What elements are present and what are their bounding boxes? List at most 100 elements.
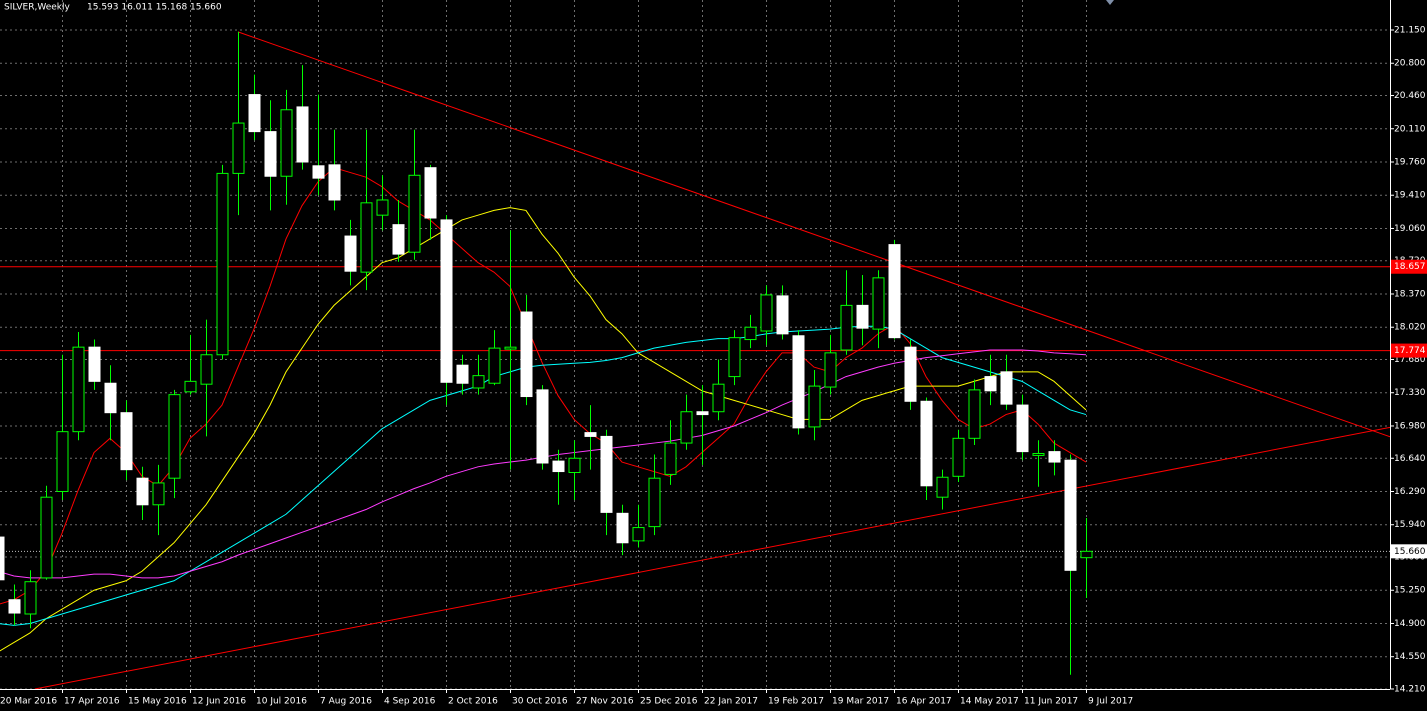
x-tick-label: 14 May 2017: [960, 697, 1019, 707]
x-tick-label: 4 Sep 2016: [384, 697, 436, 707]
candle-body: [1080, 550, 1093, 559]
candle-body: [872, 277, 885, 330]
axis-labels: 14.21014.55014.90015.25015.60015.94016.2…: [0, 26, 1427, 707]
trendline: [237, 31, 1390, 438]
y-tick-label: 16.640: [1394, 454, 1426, 464]
y-tick-label: 17.680: [1394, 355, 1426, 365]
candle-body: [888, 244, 901, 339]
candle-body: [456, 364, 469, 384]
y-tick-label: 19.760: [1394, 157, 1426, 167]
plot-area: [0, 31, 1390, 689]
y-tick-label: 19.410: [1394, 191, 1426, 201]
candle-body: [168, 394, 181, 479]
x-tick-label: 9 Jul 2017: [1088, 697, 1133, 707]
candle-body: [632, 527, 645, 542]
candle-body: [392, 224, 405, 255]
candle-body: [216, 172, 229, 356]
moving-average: [0, 325, 1087, 626]
candle-body: [248, 94, 261, 133]
candle-body: [264, 131, 277, 177]
x-tick-label: 17 Apr 2016: [64, 697, 120, 707]
x-tick-label: 25 Dec 2016: [640, 697, 698, 707]
y-tick-label: 21.150: [1394, 26, 1426, 36]
y-tick-label: 20.800: [1394, 59, 1426, 69]
candle-body: [360, 202, 373, 273]
candle-body: [232, 122, 245, 174]
candle-body: [728, 337, 741, 378]
y-tick-label: 16.290: [1394, 487, 1426, 497]
candle-body: [56, 431, 69, 492]
candle-body: [1064, 459, 1077, 571]
x-tick-label: 15 May 2016: [128, 697, 187, 707]
candle-body: [424, 167, 437, 219]
candle-body: [840, 304, 853, 351]
candle-body: [504, 346, 517, 350]
y-tick-label: 20.460: [1394, 91, 1426, 101]
candle-body: [376, 199, 389, 216]
level-label-box: [1391, 259, 1427, 274]
ohlc-text: 15.593 16.011 15.168 15.660: [87, 3, 222, 13]
candle-body: [968, 389, 981, 439]
candle-body: [152, 482, 165, 506]
candle-body: [328, 164, 341, 201]
y-tick-label: 18.020: [1394, 323, 1426, 333]
x-tick-label: 16 Apr 2017: [896, 697, 952, 707]
x-tick-label: 20 Mar 2016: [0, 697, 57, 707]
candle-body: [24, 581, 37, 615]
candle-body: [312, 165, 325, 179]
level-label: 17.774: [1394, 346, 1426, 356]
candle-body: [296, 106, 309, 163]
price-label-box: [1391, 544, 1427, 559]
candle-body: [664, 442, 677, 475]
y-tick-label: 18.370: [1394, 289, 1426, 299]
candle-body: [696, 411, 709, 416]
x-tick-label: 19 Feb 2017: [768, 697, 824, 707]
chart-title: SILVER,Weekly: [4, 3, 71, 13]
candle-body: [408, 174, 421, 253]
candle-body: [856, 304, 869, 329]
level-label-box: [1391, 343, 1427, 358]
candle-body: [648, 477, 661, 528]
candle-body: [40, 496, 53, 579]
candle-body: [776, 295, 789, 335]
candle-body: [600, 435, 613, 513]
candle-body: [536, 389, 549, 464]
candle-body: [824, 352, 837, 388]
trendline: [34, 426, 1390, 689]
candle-body: [680, 411, 693, 444]
x-tick-label: 7 Aug 2016: [320, 697, 372, 707]
candle-body: [520, 311, 533, 398]
price-label: 15.660: [1394, 547, 1426, 557]
candle-body: [792, 335, 805, 429]
candle-body: [1000, 371, 1013, 405]
x-tick-label: 19 Mar 2017: [832, 697, 889, 707]
candle-body: [808, 385, 821, 428]
candle-body: [0, 536, 5, 581]
x-tick-label: 27 Nov 2016: [576, 697, 634, 707]
y-tick-label: 14.900: [1394, 619, 1426, 629]
y-tick-label: 15.940: [1394, 520, 1426, 530]
candle-body: [1032, 453, 1045, 456]
x-tick-label: 30 Oct 2016: [512, 697, 568, 707]
candle-body: [488, 347, 501, 384]
candle-body: [936, 476, 949, 498]
y-tick-label: 14.550: [1394, 652, 1426, 662]
candle-body: [200, 354, 213, 385]
x-tick-label: 12 Jun 2016: [192, 697, 246, 707]
y-tick-label: 14.210: [1394, 685, 1426, 695]
candle-body: [952, 437, 965, 477]
candle-body: [904, 346, 917, 402]
candle-body: [1016, 404, 1029, 453]
candle-body: [552, 460, 565, 473]
candle-body: [744, 326, 757, 341]
x-tick-label: 2 Oct 2016: [448, 697, 498, 707]
y-tick-label: 19.060: [1394, 224, 1426, 234]
candle-body: [440, 219, 453, 383]
level-label: 18.657: [1394, 262, 1426, 272]
candle-body: [920, 400, 933, 487]
candle-body: [760, 294, 773, 332]
candle-body: [1048, 451, 1061, 463]
